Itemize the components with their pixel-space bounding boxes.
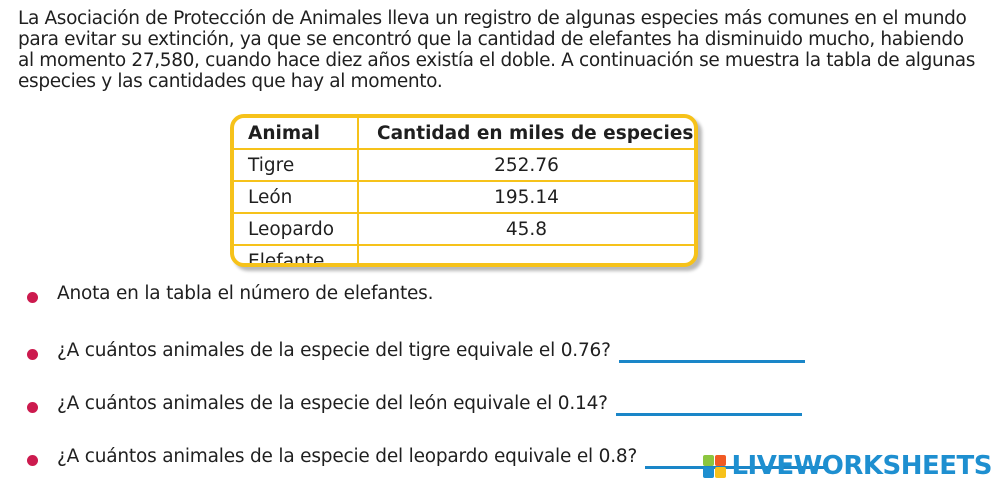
watermark-text: LIVEWORKSHEETS	[731, 451, 992, 481]
logo-square	[715, 466, 727, 478]
intro-line: para evitar su extinción, ya que se enco…	[18, 29, 964, 50]
elefante-answer-cell[interactable]	[357, 244, 694, 263]
intro-line: especies y las cantidades que hay al mom…	[18, 71, 443, 92]
question-text: ¿A cuántos animales de la especie del le…	[57, 446, 638, 467]
answer-leon-input[interactable]	[615, 394, 802, 416]
species-table: Animal Cantidad en miles de especies Tig…	[230, 114, 698, 267]
bullet-dot-icon	[27, 292, 38, 303]
cell-cantidad: 45.8	[357, 212, 694, 246]
cell-animal: Elefante	[234, 244, 359, 263]
bullet-dot-icon	[27, 349, 38, 360]
table-row: Elefante	[234, 244, 694, 263]
table-header-row: Animal Cantidad en miles de especies	[234, 118, 694, 150]
answer-tigre-input[interactable]	[618, 341, 805, 363]
table-row: Tigre 252.76	[234, 148, 694, 182]
question-text: ¿A cuántos animales de la especie del le…	[57, 393, 608, 414]
bullet-dot-icon	[27, 402, 38, 413]
question-text: Anota en la tabla el número de elefantes…	[57, 283, 434, 304]
logo-square	[703, 466, 715, 478]
liveworksheets-watermark: LIVEWORKSHEETS	[703, 451, 992, 481]
table-row: León 195.14	[234, 180, 694, 214]
intro-paragraph: La Asociación de Protección de Animales …	[18, 8, 990, 92]
bullet-dot-icon	[27, 455, 38, 466]
intro-line: al momento 27,580, cuando hace diez años…	[18, 50, 976, 71]
cell-cantidad: 252.76	[357, 148, 694, 182]
header-animal: Animal	[234, 118, 359, 150]
question-text: ¿A cuántos animales de la especie del ti…	[57, 340, 611, 361]
answer-leopardo-input[interactable]	[645, 447, 826, 469]
intro-line: La Asociación de Protección de Animales …	[18, 8, 967, 29]
cell-animal: Tigre	[234, 148, 359, 182]
liveworksheets-logo-icon	[703, 454, 727, 478]
cell-animal: León	[234, 180, 359, 214]
cell-cantidad: 195.14	[357, 180, 694, 214]
cell-animal: Leopardo	[234, 212, 359, 246]
table-row: Leopardo 45.8	[234, 212, 694, 246]
logo-square	[715, 454, 727, 466]
logo-square	[703, 454, 715, 466]
header-cantidad: Cantidad en miles de especies	[357, 118, 694, 150]
